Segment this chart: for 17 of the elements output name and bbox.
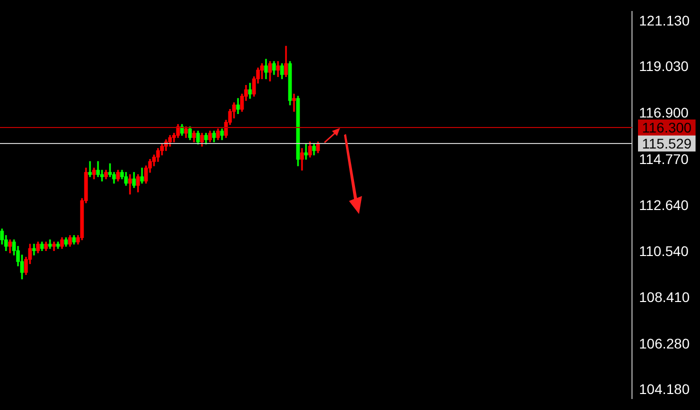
y-tick-label: 108.410: [639, 289, 690, 306]
y-tick-label: 116.900: [639, 104, 689, 120]
y-tick-label: 119.030: [639, 58, 689, 74]
y-tick-label: 112.640: [639, 197, 689, 214]
y-tick-label: 106.280: [639, 336, 690, 352]
y-tick-label: 104.180: [639, 381, 690, 398]
y-tick-label: 121.130: [639, 12, 690, 28]
y-tick-label: 114.770: [639, 150, 689, 167]
candlestick: [292, 94, 296, 112]
candlestick: [88, 161, 92, 178]
ref-line-label: 116.300: [642, 119, 692, 136]
candlestick: [48, 239, 52, 249]
candlestick: [128, 174, 132, 194]
candlestick: [52, 242, 56, 252]
candlestick: [304, 144, 308, 160]
y-tick-label: 110.540: [639, 242, 689, 259]
ref-line-label: 115.529: [642, 135, 692, 152]
